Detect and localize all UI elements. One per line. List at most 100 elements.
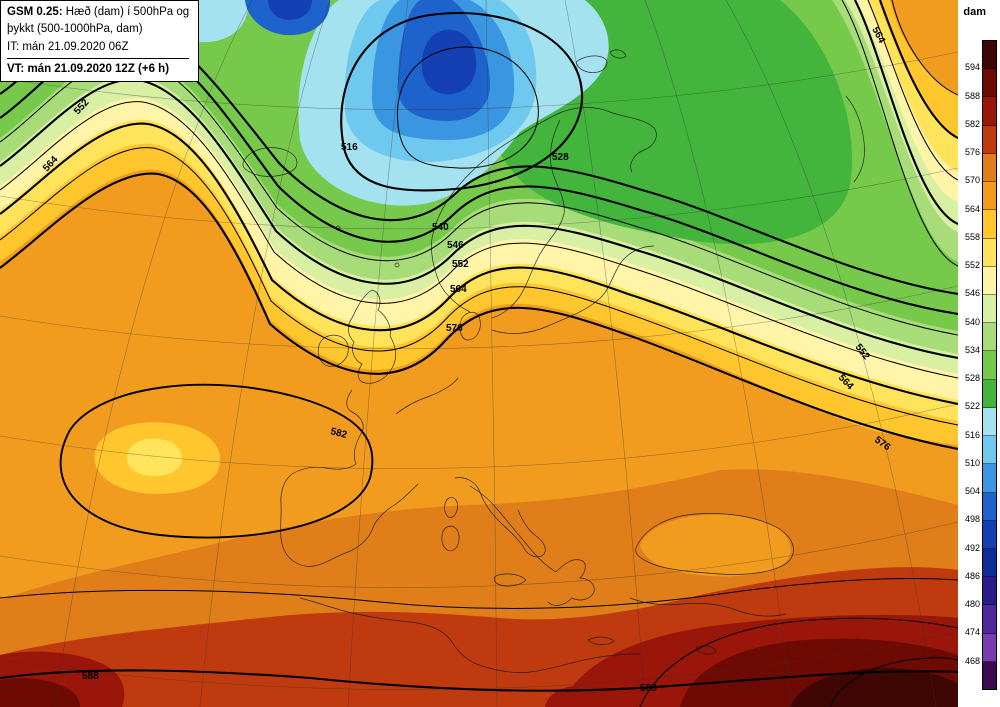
title-line-2: þykkt (500-1000hPa, dam) [7,23,143,36]
contour-588 [0,669,958,692]
coast-baltic-south [491,245,655,334]
coast-iceland [242,147,298,177]
parallel-line [0,167,958,230]
legend-panel: dam 594 588 582 576 570 564 558 552 546 540 534 528… [958,0,1000,707]
coast-sicily [493,573,527,587]
legend-cell [983,464,996,493]
contour-582-oval [59,383,374,539]
legend-bar [982,40,997,690]
contour-564 [0,122,958,406]
legend-label: 510 [964,457,980,468]
legend-label: 480 [964,599,980,610]
fill-darkred-sw [0,678,80,707]
legend-cell [983,520,996,549]
parallel-line [0,521,958,588]
coast-italy [454,477,546,558]
contour-582-south [0,578,958,609]
legend-cell [983,323,996,352]
legend-label: 558 [964,231,980,242]
legend-cell [983,605,996,634]
contour-label: 582 [329,426,348,441]
coast-denmark [459,311,481,341]
coast-blacksea [635,513,794,575]
legend-cell [983,379,996,408]
legend-cell [983,182,996,211]
legend-cell [983,294,996,324]
legend-cell [983,436,996,465]
contour-ne-2 [879,0,958,139]
thickness-fill-layer [0,0,958,707]
contour-558 [0,101,958,379]
model-info-box: GSM 0.25: Hæð (dam) í 500hPa og þykkt (5… [0,0,200,82]
legend-label: 486 [964,570,980,581]
coast-svalbard-2 [609,49,627,59]
legend-label: 498 [964,514,980,525]
legend-label: 570 [964,175,980,186]
legend-label: 534 [964,344,980,355]
legend-label: 588 [964,90,980,101]
contour-ne-3 [867,0,958,181]
coast-crete [587,636,615,645]
contour-label: 588 [82,671,99,682]
coast-africa [299,597,641,673]
coast-svalbard [575,55,608,73]
fill-yellow-iberia-patch [126,438,183,477]
contour-label: 576 [446,323,463,334]
coastline-layer [242,49,865,673]
coast-norway [431,107,657,313]
legend-label: 594 [964,62,980,73]
legend-label: 522 [964,401,980,412]
parallel-line [0,403,958,469]
contour-label: 546 [447,240,464,251]
contour-570 [0,147,958,426]
coast-sardinia [441,525,460,552]
contour-516 [340,12,584,192]
fill-darkest-se [790,668,958,707]
legend-cell [983,41,996,70]
init-time-line: IT: mán 21.09.2020 06Z [7,39,189,56]
meridian-line [644,0,793,707]
contour-label: 564 [450,284,467,295]
coast-shetland [394,262,400,268]
legend-label: 516 [964,429,980,440]
map-area: 516 540 546 552 564 576 552 564 528 552 … [0,0,959,707]
legend-label: 468 [964,655,980,666]
legend-label: 474 [964,627,980,638]
contour-label: 528 [552,152,569,163]
legend-label: 492 [964,542,980,553]
coast-adriatic [469,485,557,573]
legend-label: 504 [964,486,980,497]
legend-label: 564 [964,203,980,214]
coast-corsica [444,497,458,518]
contour-se-2 [829,657,958,707]
legend-label: 552 [964,260,980,271]
legend-cell [983,407,996,437]
contour-576 [0,172,958,451]
meridian-line [725,0,937,707]
fill-navy-topleft [268,0,312,20]
title-line-1: GSM 0.25: Hæð (dam) í 500hPa og [7,4,189,21]
legend-cell [983,69,996,98]
legend-cell [983,210,996,239]
init-time-label: IT: [7,40,20,53]
legend-cell [983,661,996,690]
coast-northsea [395,377,459,415]
contour-label: 516 [341,142,358,153]
coast-turkey-south [629,597,787,617]
parallel-line [0,51,958,110]
legend-cell [983,238,996,267]
init-time-value: mán 21.09.2020 06Z [19,40,129,53]
legend-cell [983,351,996,380]
legend-cell [983,577,996,606]
legend-label: 576 [964,147,980,158]
legend-cell [983,492,996,521]
contour-ne-1 [891,0,958,96]
valid-time-value: mán 21.09.2020 12Z (+6 h) [24,62,170,75]
meridian-line [199,0,331,707]
contour-label: 540 [432,222,449,233]
contour-se-1 [639,617,958,707]
valid-time-label: VT: [7,62,25,75]
legend-label: 546 [964,288,980,299]
legend-cell [983,548,996,578]
valid-time-line: VT: mán 21.09.2020 12Z (+6 h) [7,57,190,78]
